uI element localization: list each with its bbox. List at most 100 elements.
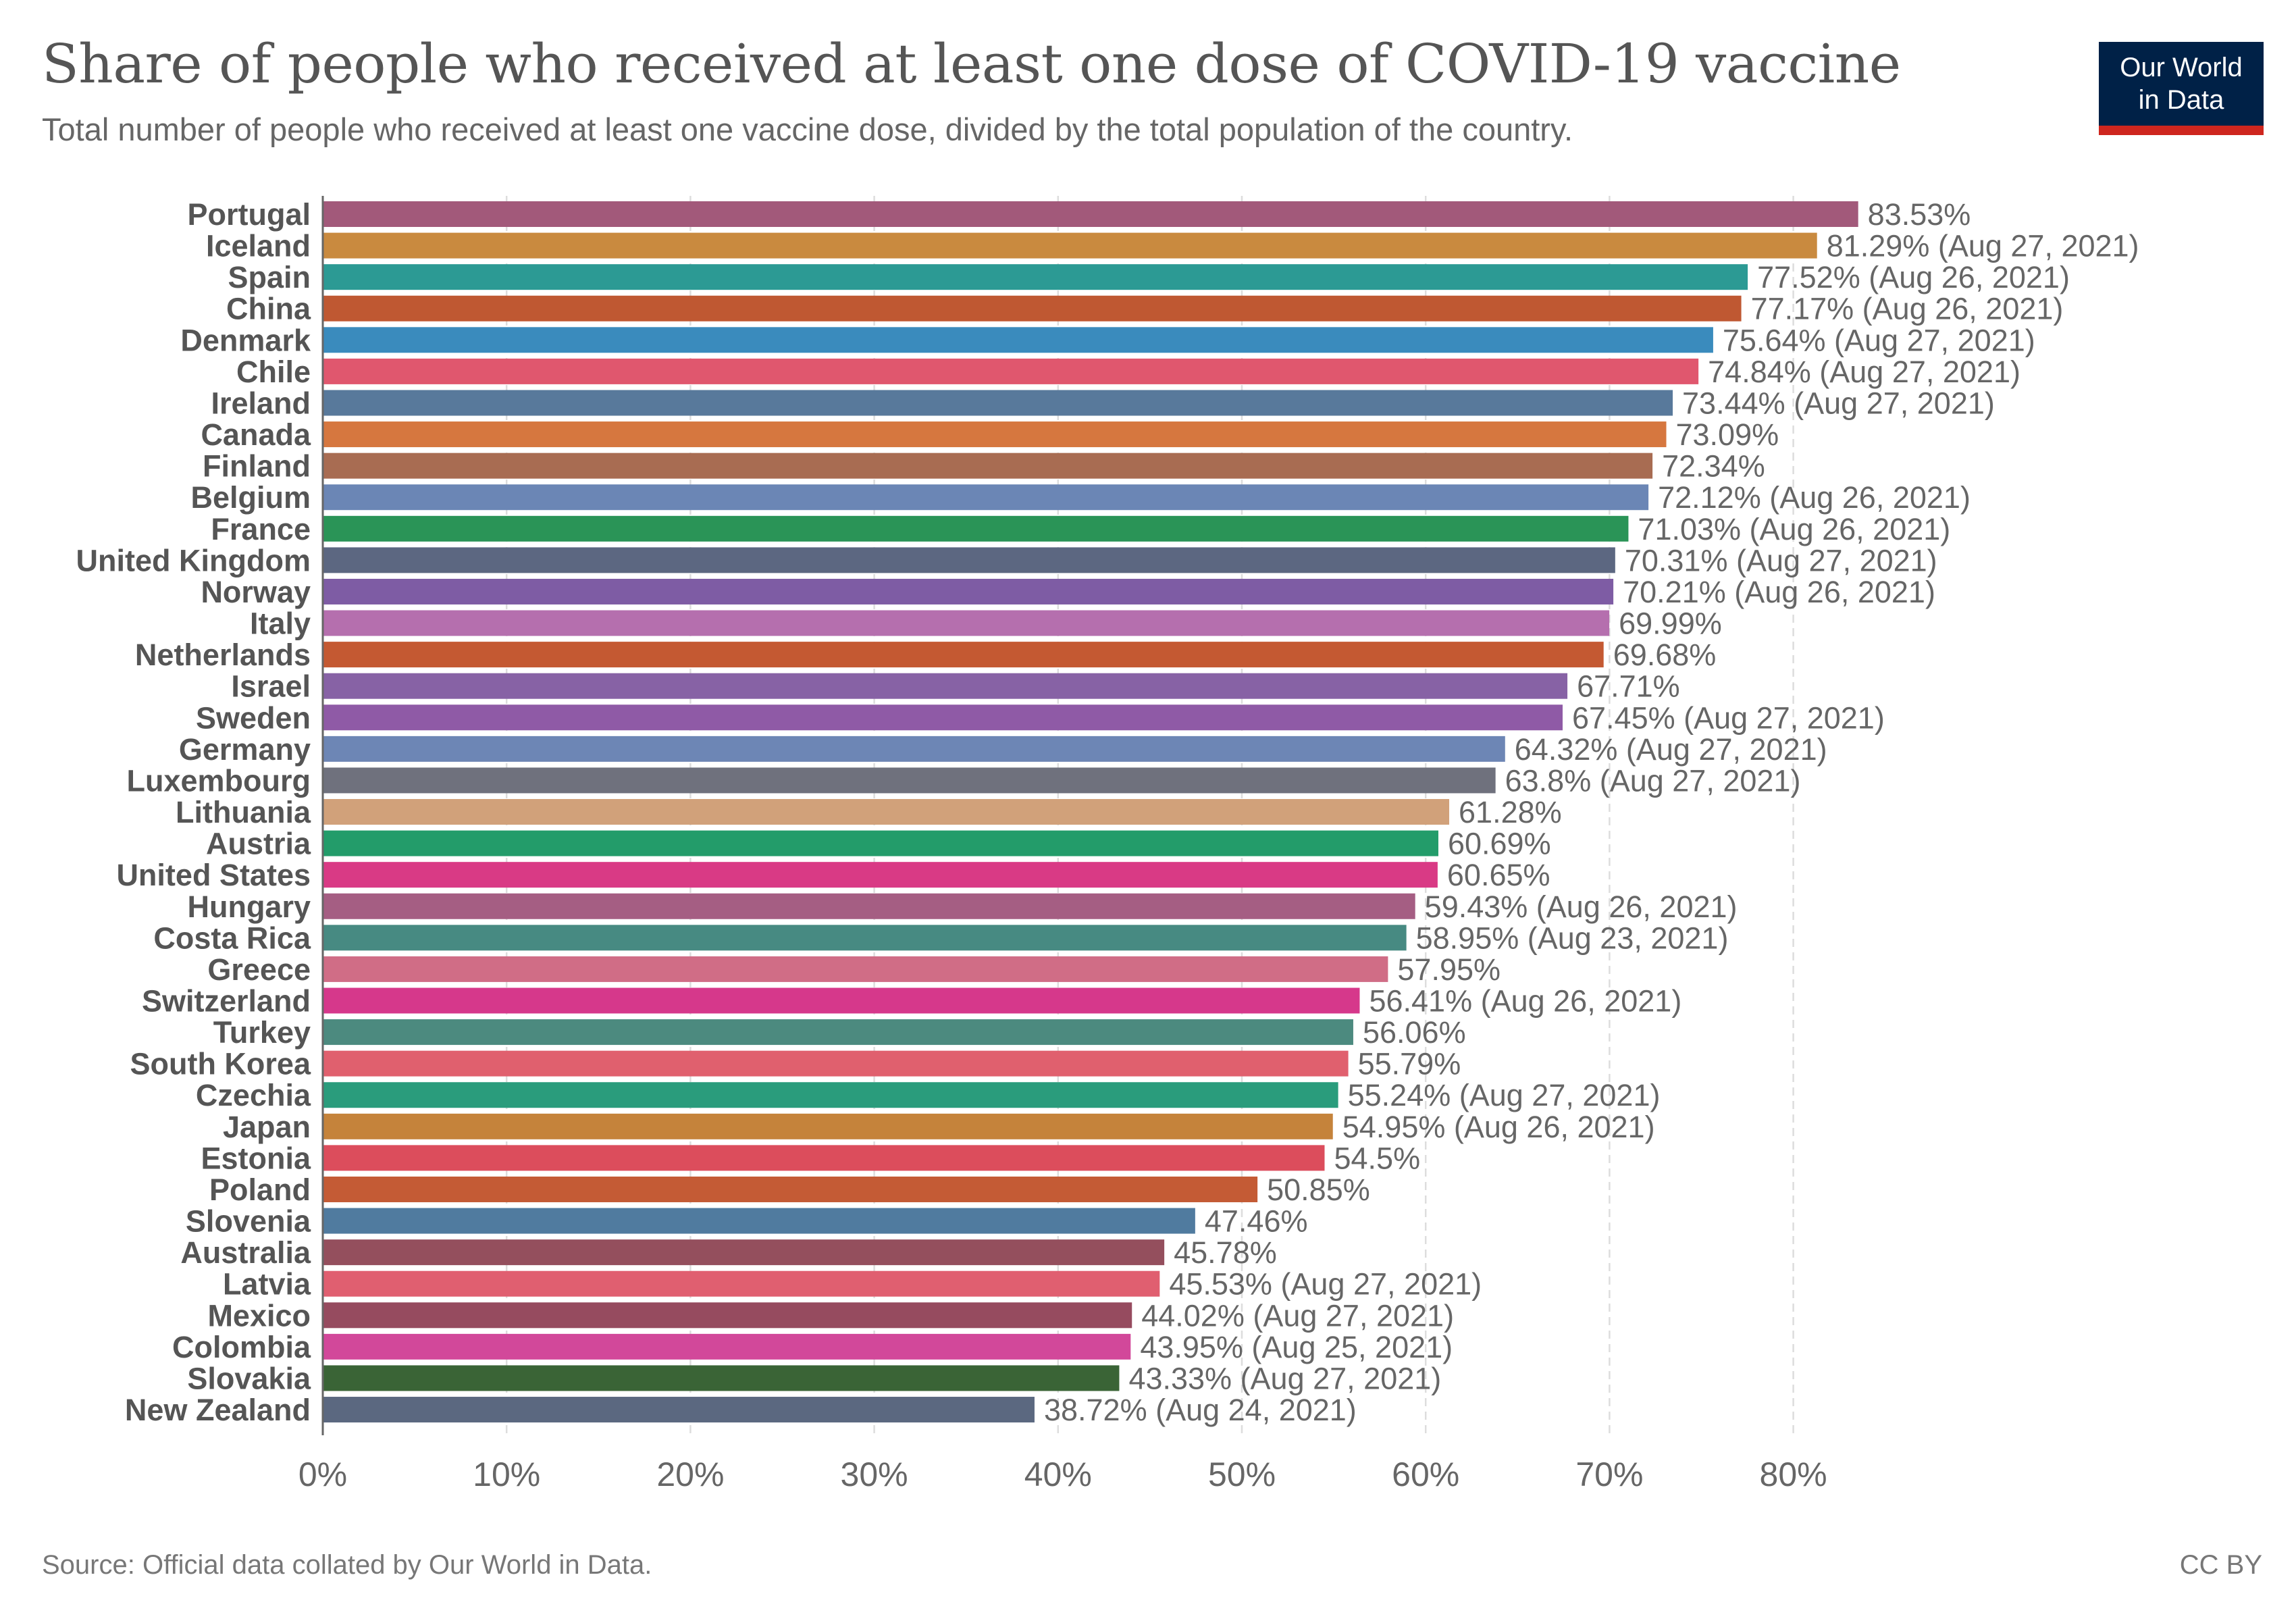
value-label: 44.02% (Aug 27, 2021) <box>1141 1298 1454 1333</box>
category-label: United Kingdom <box>76 543 311 577</box>
bar <box>323 987 1360 1014</box>
bar <box>323 610 1610 636</box>
value-label: 77.52% (Aug 26, 2021) <box>1757 260 2070 294</box>
value-label: 70.21% (Aug 26, 2021) <box>1623 575 1935 609</box>
category-label: Sweden <box>196 700 311 735</box>
bar <box>323 1019 1353 1046</box>
value-label: 83.53% <box>1868 197 1971 232</box>
category-label: Germany <box>179 732 311 767</box>
bar <box>323 767 1496 794</box>
category-label: Estonia <box>201 1141 311 1175</box>
category-label: Slovenia <box>186 1204 311 1239</box>
category-label: Austria <box>206 827 311 861</box>
bar <box>323 295 1742 321</box>
category-label: Belgium <box>190 480 311 515</box>
value-label: 77.17% (Aug 26, 2021) <box>1751 292 2064 326</box>
bar <box>323 673 1568 699</box>
x-tick-label: 40% <box>1024 1456 1092 1493</box>
bar <box>323 830 1438 856</box>
category-label: Luxembourg <box>126 763 311 798</box>
bar <box>323 736 1505 762</box>
value-label: 67.45% (Aug 27, 2021) <box>1572 700 1885 735</box>
value-label: 38.72% (Aug 24, 2021) <box>1044 1393 1357 1427</box>
bar <box>323 799 1450 825</box>
bar <box>323 1239 1165 1266</box>
value-label: 64.32% (Aug 27, 2021) <box>1515 732 1827 767</box>
owid-logo[interactable]: Our World in Data <box>2099 42 2264 135</box>
x-tick-label: 60% <box>1392 1456 1459 1493</box>
value-label: 55.24% (Aug 27, 2021) <box>1348 1078 1661 1112</box>
category-label: Chile <box>236 355 311 389</box>
x-tick-label: 70% <box>1575 1456 1643 1493</box>
value-label: 45.53% (Aug 27, 2021) <box>1169 1267 1482 1302</box>
category-label: Latvia <box>223 1267 311 1302</box>
value-label: 61.28% <box>1459 795 1562 829</box>
category-label: Czechia <box>196 1078 311 1112</box>
value-label: 54.5% <box>1334 1141 1420 1175</box>
value-label: 72.34% <box>1662 449 1765 484</box>
x-tick-label: 0% <box>298 1456 347 1493</box>
bar <box>323 1050 1349 1077</box>
value-label: 63.8% (Aug 27, 2021) <box>1505 763 1801 798</box>
bar <box>323 925 1407 951</box>
logo-line-1: Our World <box>2120 53 2243 82</box>
category-label: Greece <box>207 952 311 987</box>
bar <box>323 232 1817 259</box>
x-tick-label: 10% <box>473 1456 540 1493</box>
bar <box>323 515 1629 542</box>
bar <box>323 358 1699 384</box>
category-label: Finland <box>203 449 311 484</box>
value-label: 59.43% (Aug 26, 2021) <box>1425 890 1738 924</box>
bar <box>323 1176 1258 1202</box>
bar <box>323 1270 1160 1297</box>
value-label: 67.71% <box>1577 669 1680 704</box>
bar <box>323 1113 1333 1139</box>
logo-line-2: in Data <box>2138 85 2224 115</box>
chart-title: Share of people who received at least on… <box>42 32 1901 95</box>
category-label: Denmark <box>180 323 311 357</box>
value-label: 81.29% (Aug 27, 2021) <box>1827 229 2139 263</box>
bar <box>323 704 1563 731</box>
bar <box>323 642 1604 668</box>
bar-chart: 0% 10% 20% 30% 40% 50% 60% 70% 80% Portugal 83.53%… <box>76 196 2139 1493</box>
bar <box>323 893 1415 919</box>
category-label: Spain <box>228 260 311 294</box>
category-label: Lithuania <box>176 795 311 829</box>
bar <box>323 1365 1120 1391</box>
bar <box>323 327 1713 353</box>
bar <box>323 862 1438 888</box>
category-label: Iceland <box>206 229 311 263</box>
bar <box>323 390 1673 416</box>
category-label: Slovakia <box>187 1361 311 1395</box>
bar <box>323 201 1858 227</box>
value-label: 70.31% (Aug 27, 2021) <box>1625 543 1937 577</box>
bar <box>323 1082 1338 1108</box>
category-label: Costa Rica <box>153 921 311 955</box>
bar <box>323 1302 1132 1329</box>
x-tick-label: 50% <box>1208 1456 1276 1493</box>
category-label: United States <box>116 858 311 892</box>
value-label: 55.79% <box>1358 1047 1461 1081</box>
bar <box>323 578 1614 604</box>
category-label: Hungary <box>187 890 311 924</box>
category-label: Switzerland <box>142 984 311 1019</box>
license-link[interactable]: CC BY <box>2179 1550 2262 1580</box>
value-label: 47.46% <box>1205 1204 1308 1239</box>
source-note: Source: Official data collated by Our Wo… <box>42 1550 652 1580</box>
category-label: France <box>211 512 311 546</box>
category-label: Mexico <box>207 1298 311 1333</box>
category-label: China <box>226 292 311 326</box>
bar <box>323 421 1667 448</box>
category-label: Israel <box>231 669 311 704</box>
category-label: Italy <box>250 607 311 641</box>
category-label: New Zealand <box>125 1393 311 1427</box>
category-label: Australia <box>180 1235 311 1270</box>
value-label: 69.99% <box>1619 607 1722 641</box>
category-label: Portugal <box>187 197 311 232</box>
value-label: 71.03% (Aug 26, 2021) <box>1638 512 1950 546</box>
bar <box>323 453 1653 479</box>
category-label: Turkey <box>213 1015 311 1050</box>
value-label: 57.95% <box>1397 952 1501 987</box>
value-label: 73.44% (Aug 27, 2021) <box>1682 386 1995 420</box>
category-label: Netherlands <box>135 638 311 672</box>
